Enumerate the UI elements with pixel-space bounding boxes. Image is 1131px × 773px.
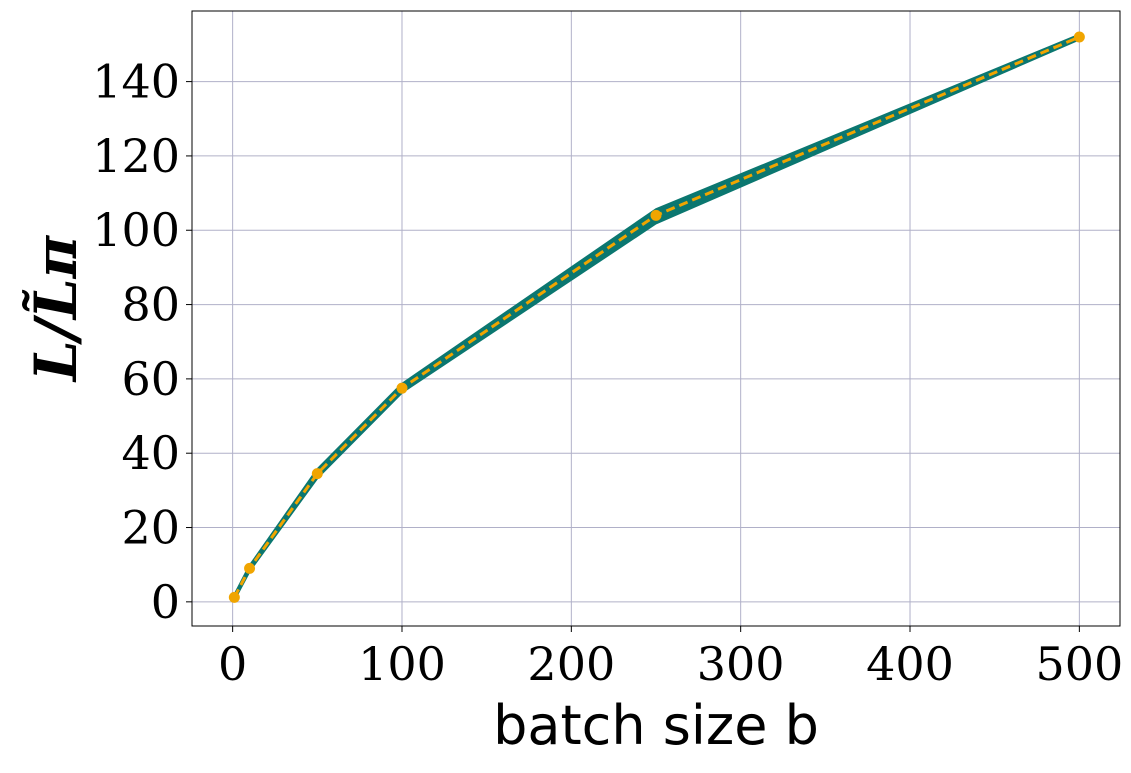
y-axis-label: L/L̃π xyxy=(21,234,90,383)
series-point xyxy=(650,209,662,221)
series-point xyxy=(228,591,240,603)
x-tick-label: 300 xyxy=(697,637,785,691)
x-axis-ticks: 0 100 200 300 400 500 xyxy=(218,626,1123,691)
y-tick-label: 120 xyxy=(92,129,180,183)
plot-frame xyxy=(191,10,1121,627)
series-point xyxy=(396,382,408,394)
series-point xyxy=(244,562,256,574)
x-tick-label: 500 xyxy=(1035,637,1123,691)
y-tick-label: 80 xyxy=(121,278,180,332)
y-tick-label: 0 xyxy=(151,575,180,629)
series-markers xyxy=(228,31,1085,603)
x-tick-label: 200 xyxy=(527,637,615,691)
x-tick-label: 100 xyxy=(358,637,446,691)
y-tick-label: 40 xyxy=(121,426,180,480)
x-tick-label: 400 xyxy=(866,637,954,691)
series-point xyxy=(1073,31,1085,43)
y-tick-label: 100 xyxy=(92,203,180,257)
grid xyxy=(192,11,1120,626)
y-axis-ticks: 0 20 40 60 80 100 120 140 xyxy=(92,55,192,629)
x-axis-label: batch size b xyxy=(493,694,819,757)
y-tick-label: 60 xyxy=(121,352,180,406)
y-tick-label: 140 xyxy=(92,55,180,109)
y-tick-label: 20 xyxy=(121,501,180,555)
series-point xyxy=(311,468,323,480)
x-tick-label: 0 xyxy=(218,637,247,691)
